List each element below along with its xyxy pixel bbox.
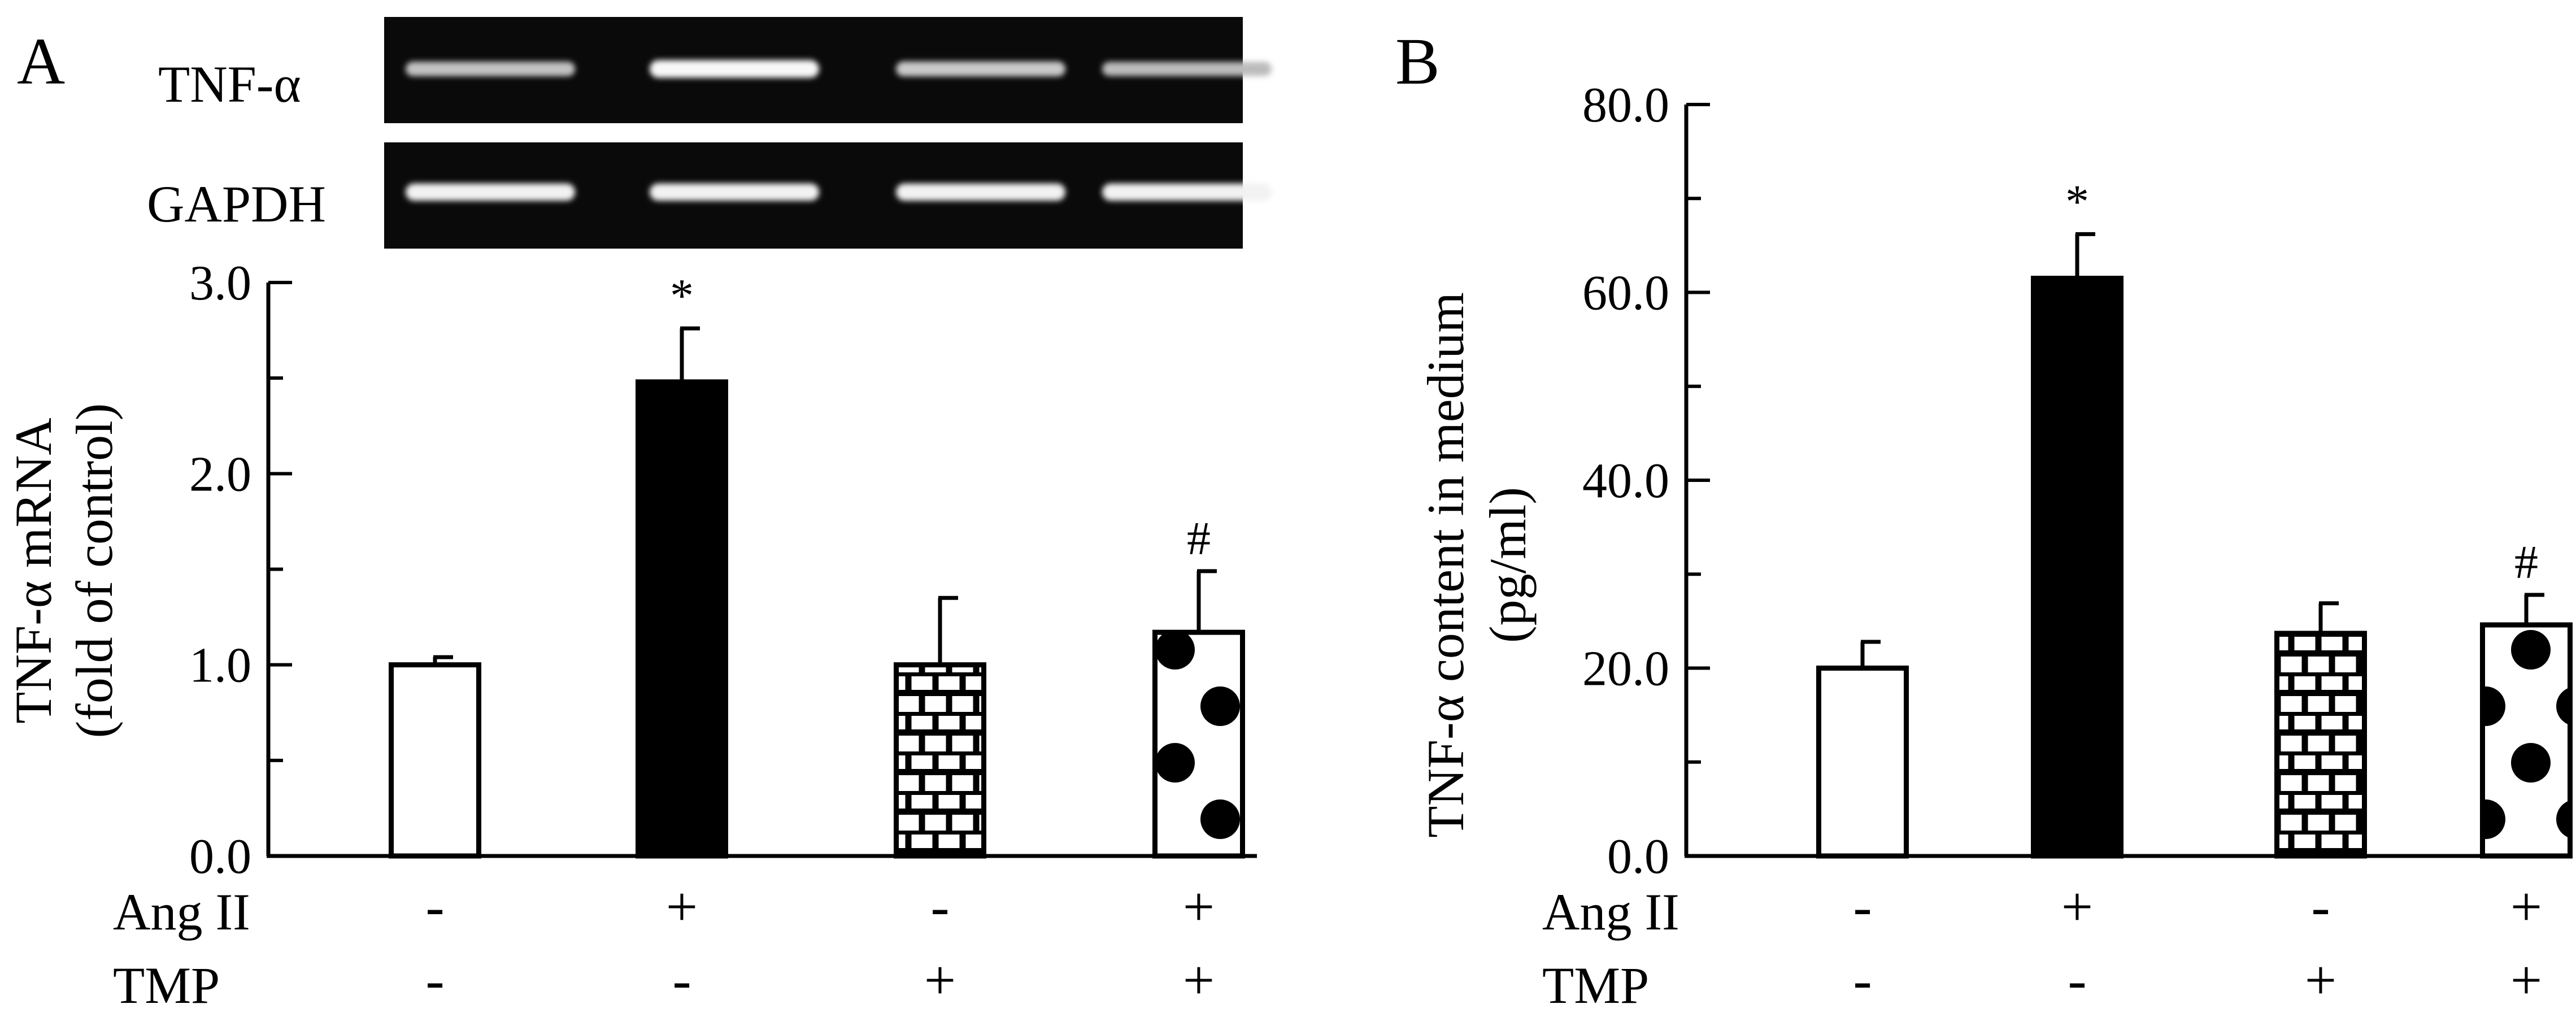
gel-band — [650, 183, 819, 201]
significance-mark: * — [670, 270, 694, 322]
y-label-b-line2: (pg/ml) — [1479, 487, 1537, 643]
bar — [2480, 622, 2573, 859]
gel-blot: TNF-α GAPDH — [147, 17, 1272, 249]
row-label-tmp-a: TMP — [113, 957, 220, 1014]
gel-band — [406, 62, 575, 76]
bar — [389, 662, 481, 859]
y-tick-label: 0.0 — [1607, 829, 1669, 884]
y-tick-label: 20.0 — [1582, 642, 1669, 697]
treatment-sign-tmp: + — [924, 949, 956, 1011]
y-tick-label: 3.0 — [189, 256, 251, 311]
bar — [2274, 631, 2367, 859]
y-tick-label: 1.0 — [189, 638, 251, 693]
treatment-sign-ang-ii: + — [2061, 875, 2093, 938]
y-tick-label: 40.0 — [1582, 454, 1669, 508]
treatment-sign-tmp: + — [1183, 949, 1215, 1011]
treatment-sign-tmp: - — [1853, 949, 1872, 1011]
chart-a: TNF-α mRNA (fold of control) Ang II TMP … — [5, 256, 1257, 1014]
treatment-sign-ang-ii: - — [2311, 875, 2330, 938]
bar — [636, 379, 728, 859]
row-label-ang-a: Ang II — [113, 883, 250, 941]
treatment-sign-ang-ii: - — [425, 875, 444, 938]
treatment-sign-tmp: - — [2068, 949, 2086, 1011]
significance-mark: * — [2065, 175, 2089, 228]
y-label-a-line1: TNF-α mRNA — [5, 418, 62, 723]
gel-band — [896, 183, 1065, 201]
treatment-sign-tmp: - — [672, 949, 691, 1011]
treatment-sign-tmp: + — [2305, 949, 2336, 1011]
gel-label-tnf: TNF-α — [158, 55, 301, 113]
gel-band — [650, 60, 819, 78]
y-label-b-line1: TNF-α content in medium — [1417, 292, 1474, 838]
chart-b: TNF-α content in medium (pg/ml) Ang II T… — [1417, 78, 2573, 1014]
row-label-tmp-b: TMP — [1542, 957, 1649, 1014]
gel-band — [1102, 62, 1272, 76]
y-tick-label: 0.0 — [189, 829, 251, 884]
bar — [1816, 666, 1909, 859]
bar — [2031, 276, 2124, 859]
significance-mark: # — [1187, 512, 1211, 565]
treatment-sign-ang-ii: + — [2510, 875, 2542, 938]
gel-band — [1102, 183, 1272, 201]
y-label-a-line2: (fold of control) — [66, 403, 123, 738]
treatment-sign-ang-ii: - — [930, 875, 949, 938]
significance-mark: # — [2514, 536, 2538, 589]
row-label-ang-b: Ang II — [1542, 883, 1679, 941]
bar — [1152, 629, 1245, 859]
treatment-sign-tmp: + — [2510, 949, 2542, 1011]
treatment-sign-tmp: - — [425, 949, 444, 1011]
treatment-sign-ang-ii: - — [1853, 875, 1872, 938]
y-tick-label: 80.0 — [1582, 78, 1669, 133]
gel-band — [896, 61, 1065, 77]
gel-band — [406, 183, 575, 201]
gel-label-gapdh: GAPDH — [147, 175, 326, 233]
treatment-sign-ang-ii: + — [666, 875, 698, 938]
bar — [894, 662, 986, 859]
panel-letter-b: B — [1395, 24, 1440, 98]
y-tick-label: 2.0 — [189, 447, 251, 502]
y-tick-label: 60.0 — [1582, 266, 1669, 321]
panel-letter-a: A — [17, 24, 65, 98]
treatment-sign-ang-ii: + — [1183, 875, 1215, 938]
